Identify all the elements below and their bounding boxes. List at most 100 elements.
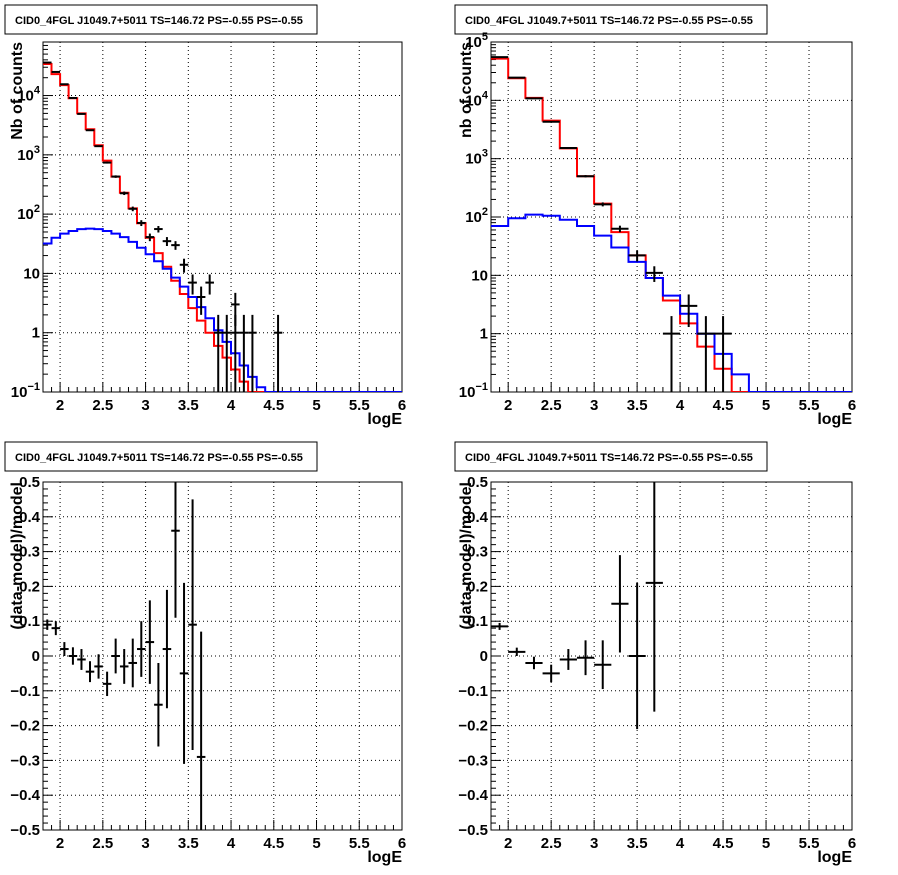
data-point (542, 664, 560, 683)
data-point (111, 638, 120, 674)
y-axis-label: (data-model)/model (9, 482, 26, 630)
data-point (137, 621, 146, 677)
plot-frame (42, 481, 403, 831)
x-axis-label: logE (817, 849, 852, 866)
x-axis-label: logE (367, 849, 402, 866)
chart-title-box (454, 441, 768, 472)
y-tick-label: −0.5 (10, 822, 40, 839)
x-tick-label: 3.5 (178, 397, 199, 414)
data-point (85, 129, 95, 132)
data-point (576, 640, 595, 676)
chart-title: CID0_4FGL J1049.7+5011 TS=146.72 PS=-0.5… (465, 15, 753, 27)
y-tick-label: −0.1 (458, 683, 488, 700)
y-tick-label: −0.3 (458, 752, 488, 769)
y-tick-label: 0 (32, 648, 40, 665)
data-point (111, 175, 120, 178)
plot-frame (490, 481, 853, 831)
data-point (128, 206, 138, 212)
y-tick-label-sup: 103 (17, 144, 40, 164)
x-tick-label: 5 (762, 835, 770, 852)
data-point (714, 316, 732, 392)
x-tick-label: 2 (56, 835, 64, 852)
axis-ticks (490, 481, 853, 831)
data-point (491, 622, 509, 630)
data-point (594, 202, 612, 207)
data-point (239, 314, 249, 392)
data-point (128, 638, 138, 688)
x-tick-label: 3 (141, 397, 149, 414)
x-tick-label: 4 (676, 835, 685, 852)
data-points (491, 482, 663, 730)
y-tick-label: 0.5 (467, 474, 488, 491)
y-tick-label-sup: 104 (17, 85, 41, 105)
x-tick-label: 6 (398, 397, 406, 414)
y-tick-label-sup: 105 (465, 31, 488, 51)
model-background-line (43, 227, 402, 392)
x-tick-label: 4 (227, 397, 236, 414)
data-point (611, 225, 629, 233)
data-point (154, 226, 163, 233)
data-point (171, 241, 180, 250)
y-tick-label: −0.2 (10, 718, 40, 735)
x-tick-label: 6 (848, 397, 856, 414)
y-axis-label: nb of counts (458, 42, 475, 138)
chart-title: CID0_4FGL J1049.7+5011 TS=146.72 PS=-0.5… (15, 452, 303, 464)
data-point (525, 656, 543, 670)
x-tick-label: 3 (141, 835, 149, 852)
data-point (645, 266, 663, 282)
data-point (94, 654, 103, 679)
chart-panel-2: CID0_4FGL J1049.7+5011 TS=146.72 PS=-0.5… (454, 4, 856, 428)
data-point (542, 120, 560, 123)
plot-frame (42, 41, 403, 393)
data-point (171, 482, 180, 618)
chart-panel-3: CID0_4FGL J1049.7+5011 TS=146.72 PS=-0.5… (4, 441, 406, 866)
data-point (179, 258, 189, 273)
data-point (196, 631, 206, 830)
x-tick-label: 5 (762, 397, 770, 414)
chart-title: CID0_4FGL J1049.7+5011 TS=146.72 PS=-0.5… (15, 15, 303, 27)
x-tick-label: 4 (676, 397, 685, 414)
x-tick-label: 5.5 (349, 397, 370, 414)
x-tick-label: 3.5 (627, 835, 648, 852)
y-tick-label: −0.1 (10, 683, 40, 700)
x-tick-label: 2.5 (541, 835, 562, 852)
x-tick-label: 2.5 (541, 397, 562, 414)
data-point (662, 316, 681, 392)
data-point (51, 621, 61, 636)
y-tick-label: −0.3 (10, 752, 40, 769)
y-tick-label: −0.4 (458, 787, 488, 804)
x-tick-label: 5.5 (349, 835, 370, 852)
chart-title: CID0_4FGL J1049.7+5011 TS=146.72 PS=-0.5… (465, 452, 753, 464)
y-tick-label-sup: 102 (17, 203, 40, 223)
x-tick-label: 5.5 (799, 835, 820, 852)
data-points (43, 61, 283, 392)
data-point (576, 175, 595, 178)
data-point (248, 314, 257, 392)
x-tick-label: 2 (504, 835, 512, 852)
data-point (179, 582, 189, 764)
x-tick-label: 3.5 (627, 397, 648, 414)
chart-panel-1: CID0_4FGL J1049.7+5011 TS=146.72 PS=-0.5… (4, 4, 406, 428)
data-point (119, 649, 129, 684)
data-point (77, 112, 86, 115)
data-points (43, 482, 206, 830)
data-point (68, 96, 78, 99)
data-point (222, 314, 232, 392)
data-point (137, 220, 146, 227)
data-point (154, 662, 163, 747)
x-axis-label: logE (817, 411, 852, 428)
data-point (213, 314, 223, 392)
data-point (205, 274, 214, 295)
data-point (60, 642, 69, 656)
x-tick-label: 3 (590, 835, 598, 852)
data-point (102, 671, 112, 697)
data-point (231, 292, 240, 326)
data-point (77, 649, 86, 670)
x-tick-label: 6 (848, 835, 856, 852)
data-point (145, 600, 155, 684)
x-tick-label: 2.5 (92, 397, 113, 414)
y-tick-label: 0.1 (19, 613, 40, 630)
data-point (680, 294, 698, 328)
y-tick-label: 0.5 (19, 474, 40, 491)
